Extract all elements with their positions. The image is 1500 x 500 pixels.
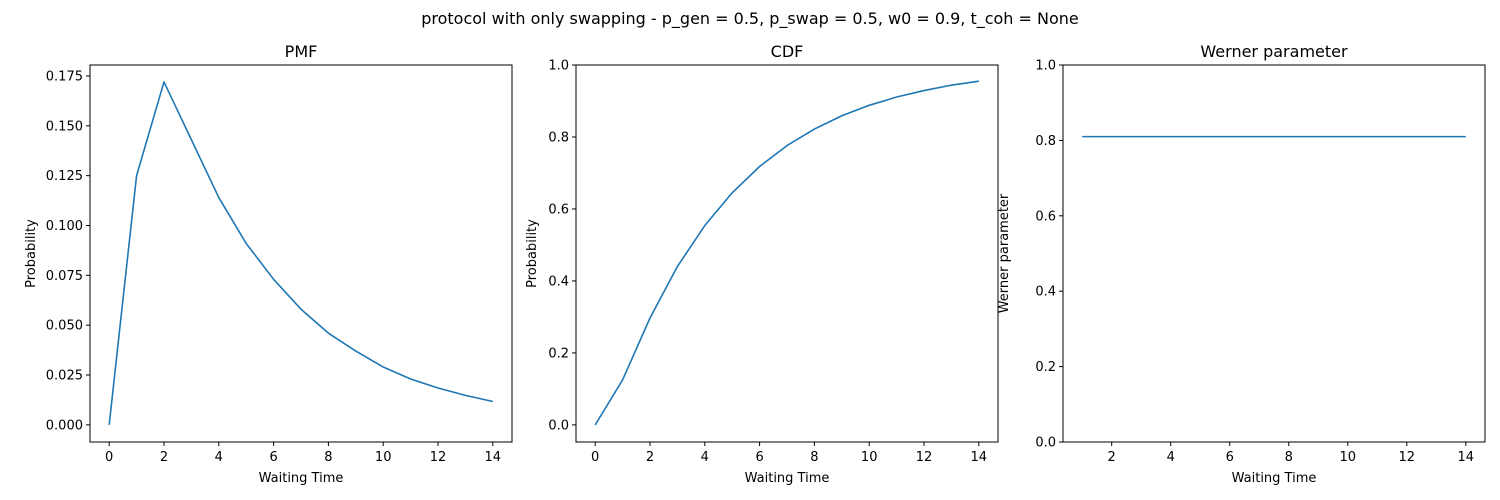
y-tick-label: 0.125	[46, 169, 83, 184]
x-tick-label: 2	[160, 450, 168, 465]
x-axis-label: Waiting Time	[1232, 471, 1317, 486]
y-tick-label: 0.100	[46, 219, 83, 234]
axes-frame	[89, 64, 513, 443]
x-tick-label: 0	[591, 450, 599, 465]
x-axis-label: Waiting Time	[259, 471, 344, 486]
y-axis-label: Werner parameter	[997, 193, 1012, 313]
y-tick-label: 0.4	[548, 274, 569, 289]
x-axis-label: Waiting Time	[745, 471, 830, 486]
y-axis-label: Probability	[525, 219, 540, 288]
x-tick-label: 4	[215, 450, 223, 465]
x-tick-label: 6	[1226, 450, 1234, 465]
axes-frame	[575, 64, 999, 443]
y-tick-label: 0.8	[548, 130, 569, 145]
panel-1: 0 2 4 6 8 10 12 14 0.0 0.2 0.4 0.6 0.8 1.0 CDF Waiting …	[525, 42, 999, 486]
x-tick-label: 8	[810, 450, 818, 465]
y-tick-label: 0.075	[46, 269, 83, 284]
panel-0: 0 2 4 6 8 10 12 14 0.000 0.025 0.050 0.075 0.100 0.12…	[24, 42, 513, 486]
x-tick-label: 14	[485, 450, 502, 465]
y-tick-label: 0.0	[1035, 436, 1056, 451]
x-tick-label: 4	[1167, 450, 1175, 465]
panel-2: 2 4 6 8 10 12 14 0.0 0.2 0.4 0.6 0.8 1.0 Werner param…	[997, 42, 1486, 486]
panel-title: PMF	[285, 42, 318, 61]
y-tick-label: 0.150	[46, 119, 83, 134]
y-tick-label: 0.175	[46, 69, 83, 84]
y-axis-label: Probability	[24, 219, 39, 288]
x-tick-label: 12	[1399, 450, 1416, 465]
x-tick-label: 8	[324, 450, 332, 465]
y-tick-label: 0.0	[548, 418, 569, 433]
y-tick-label: 0.025	[46, 369, 83, 384]
x-tick-label: 4	[701, 450, 709, 465]
y-tick-label: 0.050	[46, 319, 83, 334]
y-tick-label: 0.6	[1035, 209, 1056, 224]
x-tick-label: 14	[1458, 450, 1475, 465]
y-tick-label: 0.2	[1035, 360, 1056, 375]
y-tick-label: 0.6	[548, 202, 569, 217]
panel-title: Werner parameter	[1200, 42, 1348, 61]
x-tick-label: 6	[269, 450, 277, 465]
x-tick-label: 12	[916, 450, 933, 465]
y-tick-label: 0.000	[46, 418, 83, 433]
x-tick-label: 6	[755, 450, 763, 465]
x-tick-label: 2	[1108, 450, 1116, 465]
x-tick-label: 0	[105, 450, 113, 465]
x-tick-label: 10	[375, 450, 392, 465]
axes-frame	[1062, 64, 1486, 443]
series-line	[594, 80, 979, 426]
y-tick-label: 0.2	[548, 346, 569, 361]
x-tick-label: 12	[430, 450, 447, 465]
x-tick-label: 8	[1285, 450, 1293, 465]
y-tick-label: 0.4	[1035, 285, 1056, 300]
panel-title: CDF	[771, 42, 804, 61]
y-tick-label: 1.0	[1035, 59, 1056, 74]
y-tick-label: 0.8	[1035, 134, 1056, 149]
series-line	[108, 81, 493, 425]
x-tick-label: 10	[1340, 450, 1357, 465]
x-tick-label: 14	[971, 450, 988, 465]
x-tick-label: 10	[861, 450, 878, 465]
figure-suptitle: protocol with only swapping - p_gen = 0.…	[421, 9, 1079, 29]
x-tick-label: 2	[646, 450, 654, 465]
y-tick-label: 1.0	[548, 59, 569, 74]
